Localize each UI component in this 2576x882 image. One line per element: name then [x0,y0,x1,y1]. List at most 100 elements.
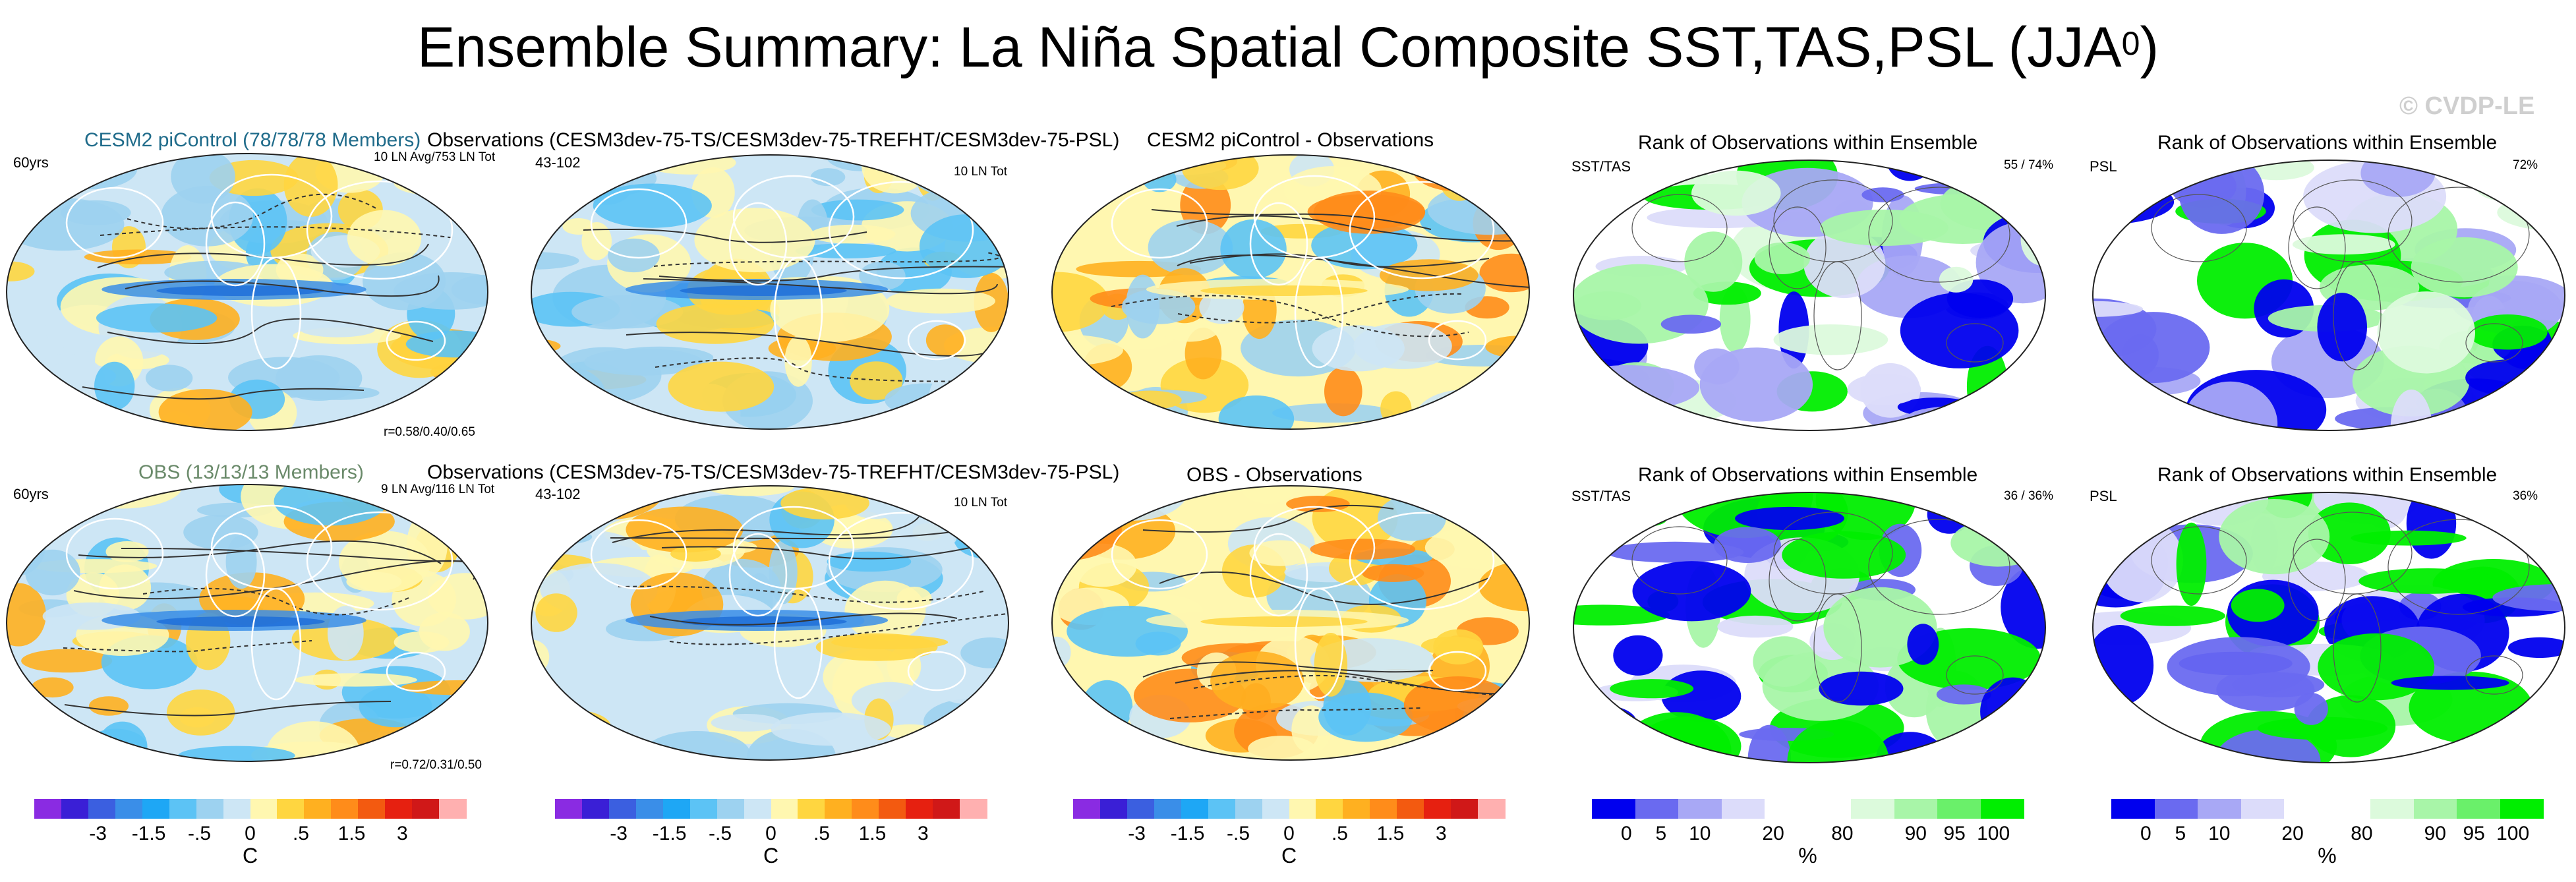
row1-rank2-var: PSL [2090,158,2117,175]
row2-rank-psl-map-patch [2144,492,2209,519]
colorbar-observations-swatch [798,799,825,819]
row2-rank1-pct: 36 / 36% [2004,489,2053,503]
row1-observations-map-coastline [773,256,823,368]
row1-difference-map-patch [1052,334,1123,366]
row1-ensemble-map-patch [396,390,488,430]
colorbar-ensemble-swatch [412,799,440,819]
row1-observations-map-coastline [728,202,788,286]
row2-rank-sst-map-coastline [1631,526,1728,595]
row1-rank-sst-map-patch [1976,221,2045,304]
row2-observations-map-coastline [590,519,688,590]
row1-rank-sst-map-coastline [1868,187,2010,283]
row1-observations-map-contour [583,228,867,243]
row1-observations-map-patch [795,243,896,259]
row2-observations-map-equatorial-core [680,616,847,627]
row2-difference-map-contour [1142,504,1394,533]
row2-obs-years: 43-102 [535,486,581,502]
row1-observations-map-patch [919,214,1009,278]
row2-observations-map-patch [531,709,612,744]
colorbar-difference-tick-label: 0 [1283,823,1295,844]
colorbar-rank-psl-swatch [2327,799,2371,819]
row1-ensemble-map-patch [171,154,235,204]
row2-difference-map-patch [1052,499,1122,561]
row1-rank-sst-map-patch [1773,324,1888,355]
row1-ensemble-map-contour [125,275,440,297]
row2-rank-sst-map-coastline [1813,593,1862,703]
row2-ensemble-map-equatorial-core [156,616,325,627]
row1-difference-map-patch [1125,274,1160,339]
colorbar-observations-tick-label: 1.5 [858,823,887,844]
colorbar-ensemble-swatch [439,799,467,819]
row2-difference-map-patch [1067,606,1188,657]
row2-difference-map-coastline [1428,651,1487,691]
row1-difference-map-coastline [1249,202,1308,286]
colorbar-observations-tick-label: -1.5 [652,823,687,844]
colorbar-rank-psl-swatch [2111,799,2155,819]
row1-observations-map-coastline [732,175,855,259]
row1-ensemble-map-patch [276,253,324,287]
row1-ensemble-map-coastline [306,180,454,280]
row1-difference-map-patch [1272,403,1393,423]
row2-rank-sst-map-patch [1945,492,2024,528]
row2-observations-map-patch [953,516,1009,559]
colorbar-difference-swatch [1127,799,1155,819]
colorbar-observations-tick-label: .5 [813,823,830,844]
colorbar-rank-psl-swatch [2457,799,2500,819]
row1-ens-years: 60yrs [13,154,49,171]
colorbar-observations-swatch [635,799,664,819]
row1-observations-map-contour [653,252,1001,267]
row2-difference-map-patch [1362,564,1424,582]
colorbar-difference-swatch [1451,799,1478,819]
row2-obs-title: Observations (CESM3dev-75-TS/CESM3dev-75… [427,461,1120,483]
row2-rank-sst-map-patch [1753,636,1817,687]
row2-difference-map-patch [1448,748,1529,760]
row2-rank2-pct: 36% [2513,489,2538,503]
row1-rank-sst-map-coastline [1773,179,1893,262]
row2-ensemble-map-patch [25,549,80,596]
row1-observations-map-patch [668,361,775,412]
colorbar-rank-psl-swatch [2240,799,2285,819]
row2-ens-title: OBS (13/13/13 Members) [138,461,364,483]
row2-ensemble-map-coastline [306,511,454,611]
row1-rank2-pct: 72% [2513,158,2538,172]
colorbar-rank-sst-swatch [1721,799,1765,819]
row2-rank-sst-map-patch [1637,716,1742,763]
figure-title: Ensemble Summary: La Niña Spatial Compos… [0,15,2576,80]
row2-rank-psl-map-coastline [2333,593,2382,703]
row2-rank-psl-map-coastline [2293,512,2413,595]
colorbar-ensemble-swatch [250,799,278,819]
colorbar-rank-psl-tick-label: 80 [2351,823,2373,844]
colorbar-observations-swatch [662,799,691,819]
colorbar-rank-sst-swatch [1592,799,1635,819]
row1-ensemble-map-patch [145,365,193,392]
row1-ensemble-map-patch [440,169,488,219]
row2-ensemble-map [6,484,488,762]
colorbar-rank-sst-swatch [1678,799,1722,819]
row1-difference-map-patch [1076,376,1104,429]
row2-rank-psl-map-coastline [2151,526,2247,595]
row1-ensemble-map-patch [96,303,218,333]
colorbar-difference-tick-label: -.5 [1227,823,1250,844]
row1-observations-map-patch [571,295,684,329]
row1-difference-map-patch [1436,403,1529,426]
row2-ensemble-map-patch [427,573,488,620]
figure-title-sup: 0 [2121,25,2140,62]
row1-obs-tot: 10 LN Tot [954,165,1007,179]
colorbar-difference-swatch [1073,799,1101,819]
figure-title-main: Ensemble Summary: La Niña Spatial Compos… [417,16,2122,79]
colorbar-difference-swatch [1262,799,1289,819]
row1-difference-map-contour [1177,254,1529,289]
row1-rank-psl-map-patch [2093,392,2138,422]
colorbar-difference-swatch [1370,799,1397,819]
colorbar-observations-tick-label: -3 [610,823,628,844]
colorbar-observations-swatch [744,799,771,819]
row2-rank-sst-map-patch [1735,506,1844,531]
row2-rank-sst-map-patch [1936,684,1991,705]
colorbar-difference-tick-label: 3 [1436,823,1447,844]
row1-rank-psl-map-coastline [2387,187,2530,283]
row1-rank-sst-map-patch [1887,160,1933,181]
row2-rank-psl-map-patch [2351,530,2467,546]
row2-rank-psl-map-patch [2120,605,2225,626]
row1-difference-map-coastline [1253,175,1376,259]
row2-observations-map-patch [531,728,608,760]
